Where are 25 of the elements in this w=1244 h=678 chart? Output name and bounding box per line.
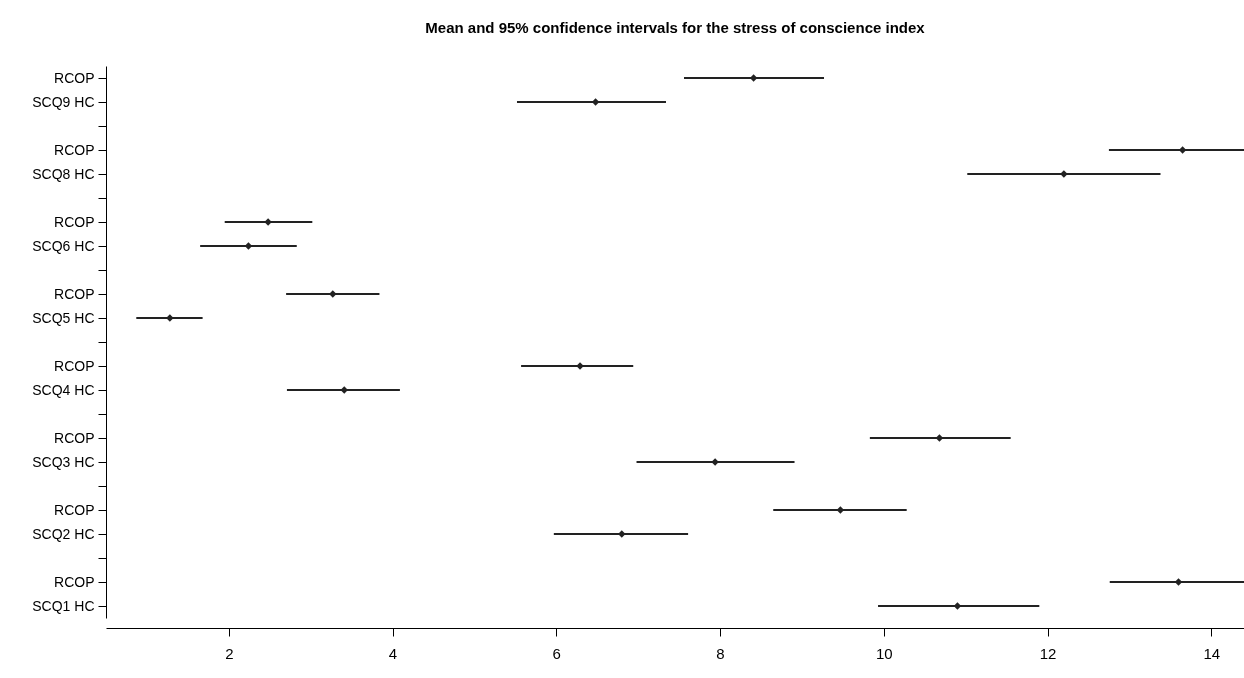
y-tick-label: SCQ4 HC bbox=[32, 381, 95, 398]
x-tick-label: 12 bbox=[1039, 644, 1057, 662]
y-tick-label: SCQ9 HC bbox=[32, 93, 95, 110]
y-tick-label: RCOP bbox=[54, 357, 95, 374]
y-tick-label: RCOP bbox=[54, 429, 95, 446]
x-tick-label: 10 bbox=[875, 644, 893, 662]
x-tick-label: 4 bbox=[388, 644, 398, 662]
y-tick-label: RCOP bbox=[54, 285, 95, 302]
y-tick-label: SCQ6 HC bbox=[32, 237, 95, 254]
y-tick-label: RCOP bbox=[54, 501, 95, 518]
y-tick-label: SCQ3 HC bbox=[32, 453, 95, 470]
y-tick-label: SCQ1 HC bbox=[32, 597, 95, 614]
x-tick-label: 14 bbox=[1203, 644, 1221, 662]
y-tick-label: SCQ5 HC bbox=[32, 309, 95, 326]
y-tick-label: RCOP bbox=[54, 141, 95, 158]
x-tick-label: 2 bbox=[225, 644, 234, 662]
y-tick-label: RCOP bbox=[54, 69, 95, 86]
x-tick-label: 6 bbox=[552, 644, 561, 662]
y-tick-label: SCQ8 HC bbox=[32, 165, 95, 182]
y-tick-label: RCOP bbox=[54, 573, 95, 590]
point bbox=[1174, 578, 1183, 586]
chart-title: Mean and 95% confidence intervals for the stress of conscience index bbox=[425, 19, 926, 36]
y-tick-label: RCOP bbox=[54, 213, 95, 230]
x-tick-label: 8 bbox=[716, 644, 725, 662]
y-tick-label: SCQ2 HC bbox=[32, 525, 95, 542]
